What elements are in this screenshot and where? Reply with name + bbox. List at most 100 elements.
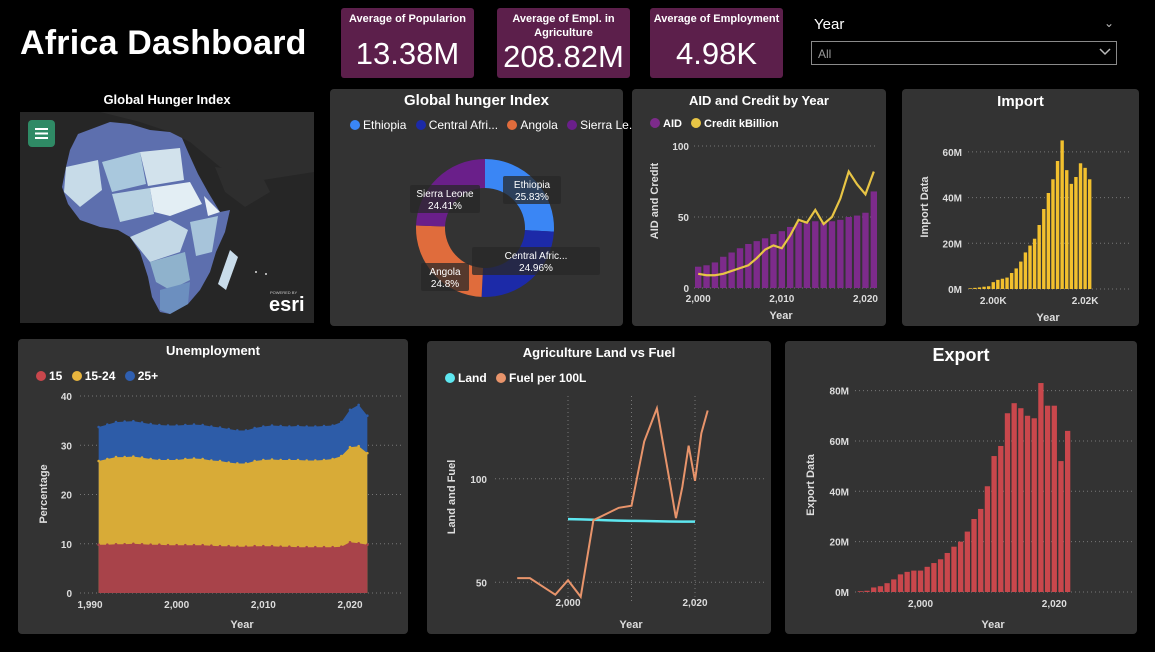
import-bar	[1083, 167, 1087, 289]
y-axis-title: Export Data	[805, 453, 817, 516]
agri-legend: Land Fuel per 100L	[445, 371, 592, 385]
africa-map[interactable]	[20, 112, 314, 323]
y-tick-label: 40M	[943, 194, 962, 205]
y-tick-label: 0M	[835, 588, 849, 599]
agri-title: Agriculture Land vs Fuel	[522, 345, 676, 360]
aid-bar	[695, 266, 702, 288]
y-axis-title: AID and Credit	[649, 162, 661, 239]
data-point	[279, 424, 282, 428]
x-tick-label: 2,010	[251, 600, 276, 611]
aid-bar	[870, 191, 877, 288]
legend-swatch-icon	[691, 118, 702, 128]
import-bar	[1023, 252, 1028, 289]
legend-item: Credit kBillion	[691, 118, 779, 130]
aid-bar	[837, 219, 844, 288]
data-point	[253, 459, 256, 463]
export-bar	[884, 583, 890, 592]
y-tick-label: 0M	[948, 285, 962, 296]
export-bar	[1011, 403, 1017, 592]
aid-bar	[853, 215, 861, 288]
unemployment-panel: Unemployment 15 15-24 25+ 0 10 20 30 40 1,990…	[18, 339, 408, 634]
y-tick-label: 100	[470, 475, 487, 486]
import-bar	[1028, 245, 1032, 289]
data-point	[192, 423, 196, 426]
chevron-down-icon[interactable]: ⌄	[1104, 16, 1115, 30]
data-point	[227, 461, 230, 464]
fuel-line	[517, 404, 709, 600]
export-bar	[1044, 405, 1051, 592]
data-point	[288, 458, 291, 462]
legend-label: 15-24	[84, 369, 116, 383]
donut-panel: Global hunger Index Ethiopia Central Afr…	[330, 89, 639, 326]
import-chart[interactable]: 0M 20M 40M 60M 2.00K 2.02K Year Import Data	[902, 89, 1139, 326]
export-bar	[978, 508, 984, 592]
legend-label: Central Afri...	[428, 118, 499, 132]
data-point	[218, 544, 222, 548]
page-title: Africa Dashboard	[20, 24, 307, 62]
data-point	[166, 458, 170, 462]
legend-swatch-icon	[445, 373, 455, 383]
year-filter-dropdown[interactable]: All	[811, 41, 1117, 65]
export-bar	[917, 570, 924, 592]
import-bar	[1074, 177, 1078, 289]
aid-credit-chart[interactable]: 0 50 100 2,000 2,010 2,020 Year AID and Credit	[632, 89, 886, 326]
import-bar	[977, 287, 982, 289]
legend-swatch-icon	[71, 371, 82, 381]
export-bar	[958, 541, 964, 592]
export-bar	[937, 559, 944, 592]
legend-label: AID	[663, 118, 682, 130]
x-tick-label: 2,000	[908, 599, 933, 610]
aid-bar	[753, 241, 760, 288]
data-point	[322, 424, 326, 428]
data-point	[305, 459, 308, 462]
legend-item: 15-24	[71, 369, 116, 383]
legend-item: 25+	[124, 369, 158, 383]
hunger-map[interactable]: POWERED BY esri	[20, 112, 314, 323]
data-point	[97, 425, 100, 429]
export-bar	[1038, 383, 1044, 592]
data-point	[244, 429, 248, 432]
x-tick-label: 2,020	[337, 600, 362, 611]
data-point	[175, 424, 178, 427]
slice-label: Central Afric...	[505, 251, 568, 262]
slice-value: 24.96%	[519, 263, 553, 274]
data-point	[270, 424, 274, 427]
map-menu-button[interactable]	[28, 120, 55, 147]
aid-bar	[795, 222, 802, 288]
export-bar	[871, 587, 877, 592]
data-point	[175, 458, 178, 462]
data-label-bg	[410, 185, 480, 213]
data-point	[123, 455, 126, 459]
y-tick-label: 60M	[943, 148, 962, 159]
export-bar	[931, 563, 937, 592]
aid-bar	[778, 231, 785, 288]
legend-item: Central Afri...	[415, 118, 499, 132]
data-point	[201, 543, 204, 547]
import-title: Import	[997, 93, 1044, 110]
kpi-label: Average of Popularion	[349, 13, 466, 25]
legend-item: AID	[650, 118, 682, 130]
data-point	[227, 427, 230, 431]
data-point	[218, 459, 222, 463]
import-bar	[982, 286, 986, 289]
data-point	[331, 545, 334, 549]
data-point	[106, 423, 109, 426]
x-axis-title: Year	[769, 310, 793, 322]
year-filter-value: All	[818, 47, 832, 61]
unemployment-chart[interactable]: 0 10 20 30 40 1,990 2,000 2,010 2,020 Year Percent…	[18, 339, 408, 634]
data-point	[331, 424, 334, 427]
import-bar	[968, 288, 972, 289]
data-point	[296, 424, 300, 428]
legend-item: Fuel per 100L	[496, 371, 586, 385]
data-point	[218, 426, 222, 429]
aid-legend: AID Credit kBillion	[650, 118, 785, 130]
agri-fuel-chart[interactable]: 50 100 2,000 2,020 Year Land and Fuel	[427, 341, 771, 634]
export-bar	[998, 445, 1004, 592]
export-bar	[877, 586, 884, 592]
x-tick-label: 2,020	[853, 294, 878, 305]
data-point	[114, 542, 118, 546]
export-chart[interactable]: 0M 20M 40M 60M 80M 2,000 2,020 Year Export Data	[785, 341, 1137, 634]
credit-line	[697, 169, 875, 277]
data-point	[296, 545, 300, 549]
